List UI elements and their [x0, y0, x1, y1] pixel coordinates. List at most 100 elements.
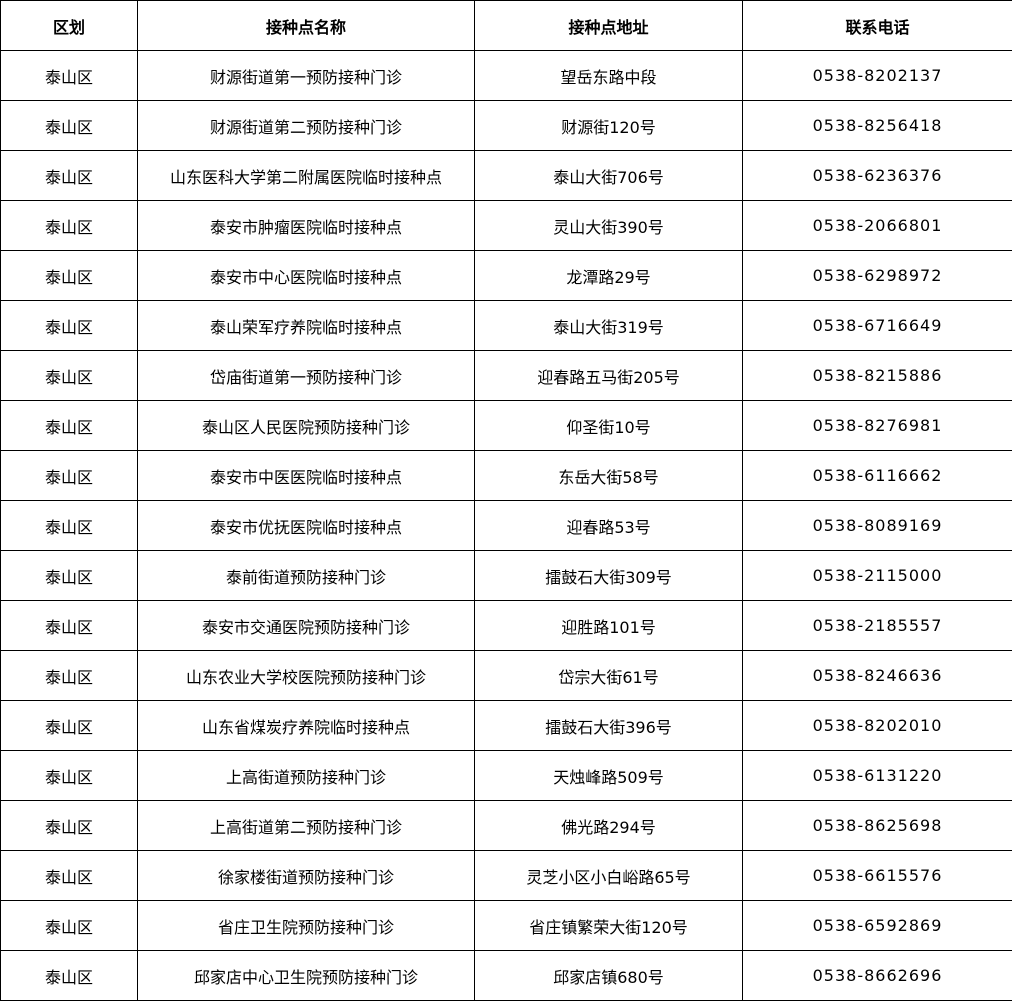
- site-name-cell: 上高街道预防接种门诊: [137, 750, 475, 801]
- phone-cell: 0538-8202137: [742, 50, 1012, 101]
- table-body: 泰山区 财源街道第一预防接种门诊 望岳东路中段 0538-8202137 泰山区 财源街道…: [0, 50, 1012, 1001]
- district-cell: 泰山区: [0, 600, 138, 651]
- site-name-cell: 岱庙街道第一预防接种门诊: [137, 350, 475, 401]
- site-name-cell: 山东农业大学校医院预防接种门诊: [137, 650, 475, 701]
- header-phone: 联系电话: [742, 0, 1012, 51]
- site-name-cell: 省庄卫生院预防接种门诊: [137, 900, 475, 951]
- district-cell: 泰山区: [0, 200, 138, 251]
- phone-cell: 0538-6592869: [742, 900, 1012, 951]
- header-address: 接种点地址: [474, 0, 743, 51]
- site-name-cell: 泰山区人民医院预防接种门诊: [137, 400, 475, 451]
- phone-cell: 0538-2115000: [742, 550, 1012, 601]
- phone-cell: 0538-2066801: [742, 200, 1012, 251]
- phone-cell: 0538-6298972: [742, 250, 1012, 301]
- address-cell: 龙潭路29号: [474, 250, 743, 301]
- address-cell: 泰山大街319号: [474, 300, 743, 351]
- district-cell: 泰山区: [0, 400, 138, 451]
- site-name-cell: 上高街道第二预防接种门诊: [137, 800, 475, 851]
- table-row: 泰山区 泰山荣军疗养院临时接种点 泰山大街319号 0538-6716649: [0, 300, 1012, 351]
- table-row: 泰山区 泰安市肿瘤医院临时接种点 灵山大街390号 0538-2066801: [0, 200, 1012, 251]
- phone-cell: 0538-6615576: [742, 850, 1012, 901]
- district-cell: 泰山区: [0, 500, 138, 551]
- site-name-cell: 徐家楼街道预防接种门诊: [137, 850, 475, 901]
- table-row: 泰山区 山东医科大学第二附属医院临时接种点 泰山大街706号 0538-6236376: [0, 150, 1012, 201]
- address-cell: 东岳大街58号: [474, 450, 743, 501]
- address-cell: 财源街120号: [474, 100, 743, 151]
- address-cell: 省庄镇繁荣大街120号: [474, 900, 743, 951]
- address-cell: 灵芝小区小白峪路65号: [474, 850, 743, 901]
- table-row: 泰山区 省庄卫生院预防接种门诊 省庄镇繁荣大街120号 0538-6592869: [0, 900, 1012, 951]
- site-name-cell: 财源街道第二预防接种门诊: [137, 100, 475, 151]
- phone-cell: 0538-2185557: [742, 600, 1012, 651]
- phone-cell: 0538-8625698: [742, 800, 1012, 851]
- address-cell: 仰圣街10号: [474, 400, 743, 451]
- address-cell: 佛光路294号: [474, 800, 743, 851]
- site-name-cell: 泰安市中医医院临时接种点: [137, 450, 475, 501]
- address-cell: 泰山大街706号: [474, 150, 743, 201]
- table-row: 泰山区 泰安市优抚医院临时接种点 迎春路53号 0538-8089169: [0, 500, 1012, 551]
- site-name-cell: 泰安市交通医院预防接种门诊: [137, 600, 475, 651]
- table-row: 泰山区 徐家楼街道预防接种门诊 灵芝小区小白峪路65号 0538-6615576: [0, 850, 1012, 901]
- address-cell: 迎春路53号: [474, 500, 743, 551]
- site-name-cell: 山东医科大学第二附属医院临时接种点: [137, 150, 475, 201]
- table-row: 泰山区 财源街道第一预防接种门诊 望岳东路中段 0538-8202137: [0, 50, 1012, 101]
- district-cell: 泰山区: [0, 300, 138, 351]
- district-cell: 泰山区: [0, 850, 138, 901]
- district-cell: 泰山区: [0, 900, 138, 951]
- site-name-cell: 财源街道第一预防接种门诊: [137, 50, 475, 101]
- table-row: 泰山区 泰安市交通医院预防接种门诊 迎胜路101号 0538-2185557: [0, 600, 1012, 651]
- site-name-cell: 山东省煤炭疗养院临时接种点: [137, 700, 475, 751]
- site-name-cell: 泰山荣军疗养院临时接种点: [137, 300, 475, 351]
- table-row: 泰山区 上高街道预防接种门诊 天烛峰路509号 0538-6131220: [0, 750, 1012, 801]
- table-row: 泰山区 泰安市中心医院临时接种点 龙潭路29号 0538-6298972: [0, 250, 1012, 301]
- address-cell: 擂鼓石大街396号: [474, 700, 743, 751]
- address-cell: 灵山大街390号: [474, 200, 743, 251]
- phone-cell: 0538-6131220: [742, 750, 1012, 801]
- phone-cell: 0538-8662696: [742, 950, 1012, 1001]
- header-site-name: 接种点名称: [137, 0, 475, 51]
- table-row: 泰山区 财源街道第二预防接种门诊 财源街120号 0538-8256418: [0, 100, 1012, 151]
- district-cell: 泰山区: [0, 450, 138, 501]
- phone-cell: 0538-8246636: [742, 650, 1012, 701]
- header-district: 区划: [0, 0, 138, 51]
- address-cell: 望岳东路中段: [474, 50, 743, 101]
- table-row: 泰山区 山东省煤炭疗养院临时接种点 擂鼓石大街396号 0538-8202010: [0, 700, 1012, 751]
- address-cell: 擂鼓石大街309号: [474, 550, 743, 601]
- table-row: 泰山区 山东农业大学校医院预防接种门诊 岱宗大街61号 0538-8246636: [0, 650, 1012, 701]
- header-row: 区划 接种点名称 接种点地址 联系电话: [0, 0, 1012, 51]
- table-row: 泰山区 泰前街道预防接种门诊 擂鼓石大街309号 0538-2115000: [0, 550, 1012, 601]
- phone-cell: 0538-8202010: [742, 700, 1012, 751]
- district-cell: 泰山区: [0, 150, 138, 201]
- phone-cell: 0538-6236376: [742, 150, 1012, 201]
- address-cell: 迎春路五马街205号: [474, 350, 743, 401]
- district-cell: 泰山区: [0, 800, 138, 851]
- address-cell: 邱家店镇680号: [474, 950, 743, 1001]
- address-cell: 天烛峰路509号: [474, 750, 743, 801]
- district-cell: 泰山区: [0, 250, 138, 301]
- site-name-cell: 邱家店中心卫生院预防接种门诊: [137, 950, 475, 1001]
- site-name-cell: 泰前街道预防接种门诊: [137, 550, 475, 601]
- site-name-cell: 泰安市优抚医院临时接种点: [137, 500, 475, 551]
- table-row: 泰山区 邱家店中心卫生院预防接种门诊 邱家店镇680号 0538-8662696: [0, 950, 1012, 1001]
- district-cell: 泰山区: [0, 100, 138, 151]
- district-cell: 泰山区: [0, 750, 138, 801]
- district-cell: 泰山区: [0, 700, 138, 751]
- district-cell: 泰山区: [0, 950, 138, 1001]
- table-row: 泰山区 岱庙街道第一预防接种门诊 迎春路五马街205号 0538-8215886: [0, 350, 1012, 401]
- phone-cell: 0538-8276981: [742, 400, 1012, 451]
- phone-cell: 0538-8089169: [742, 500, 1012, 551]
- address-cell: 迎胜路101号: [474, 600, 743, 651]
- table-row: 泰山区 泰山区人民医院预防接种门诊 仰圣街10号 0538-8276981: [0, 400, 1012, 451]
- phone-cell: 0538-6116662: [742, 450, 1012, 501]
- district-cell: 泰山区: [0, 50, 138, 101]
- phone-cell: 0538-6716649: [742, 300, 1012, 351]
- phone-cell: 0538-8215886: [742, 350, 1012, 401]
- table-row: 泰山区 泰安市中医医院临时接种点 东岳大街58号 0538-6116662: [0, 450, 1012, 501]
- address-cell: 岱宗大街61号: [474, 650, 743, 701]
- district-cell: 泰山区: [0, 650, 138, 701]
- table-row: 泰山区 上高街道第二预防接种门诊 佛光路294号 0538-8625698: [0, 800, 1012, 851]
- district-cell: 泰山区: [0, 350, 138, 401]
- site-name-cell: 泰安市肿瘤医院临时接种点: [137, 200, 475, 251]
- phone-cell: 0538-8256418: [742, 100, 1012, 151]
